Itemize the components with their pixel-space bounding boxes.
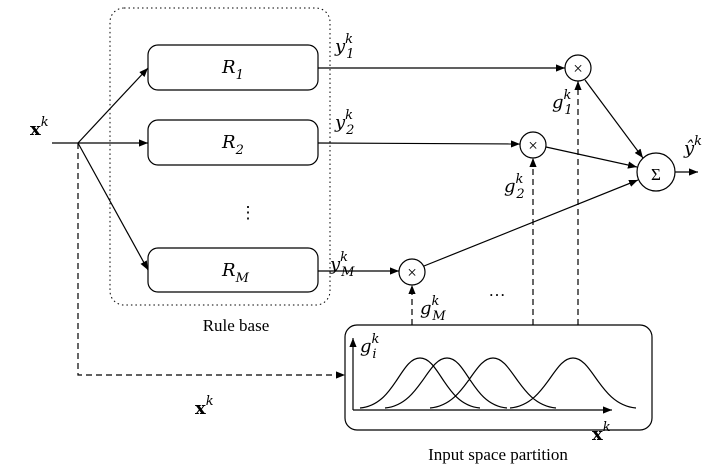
superscript: k [372, 332, 380, 347]
arrow [77, 67, 149, 144]
arrow [317, 140, 521, 148]
rule-label: RM [221, 260, 250, 286]
arrow [545, 146, 638, 169]
multiply-symbol: × [528, 136, 538, 155]
rule-output-label: yk 1 [334, 32, 354, 62]
symbol: g [504, 176, 516, 197]
partition-box [344, 324, 653, 431]
rule-base-label: Rule base [203, 316, 270, 335]
subscript: M [340, 265, 355, 280]
symbol: g [360, 336, 372, 357]
rule-label: R2 [221, 132, 244, 158]
multiply-symbol: × [407, 263, 417, 282]
symbol: R [221, 132, 236, 153]
rule-label: R1 [221, 57, 244, 83]
subscript: 2 [515, 187, 524, 202]
strength-label: gk 1 [552, 88, 573, 118]
symbol: x [30, 119, 41, 140]
multiply-symbol: × [573, 59, 583, 78]
axis-label: xk [592, 420, 611, 445]
arrow [423, 179, 639, 267]
arrow [584, 79, 644, 159]
rule-ellipsis: ⋮ [240, 203, 257, 222]
subscript: M [431, 309, 446, 324]
superscript: k [41, 115, 49, 130]
strength-label: gk 2 [504, 172, 525, 202]
rule-output-label: yk M [329, 250, 355, 280]
superscript: k [345, 32, 353, 47]
subscript: 2 [345, 123, 354, 138]
subscript: 1 [564, 103, 572, 118]
rule-base-frame [109, 7, 331, 306]
membership-functions [359, 357, 637, 409]
symbol: x [195, 398, 206, 419]
arrow [77, 142, 149, 271]
sum-symbol: Σ [651, 165, 661, 184]
superscript: k [603, 420, 611, 435]
axis-label: gk i [360, 332, 380, 362]
symbol: R [221, 260, 236, 281]
superscript: k [694, 134, 702, 149]
partition-label: Input space partition [428, 445, 568, 464]
subscript: M [235, 271, 250, 286]
symbol: x [592, 424, 603, 445]
symbol: ŷ [683, 138, 695, 159]
dashed-input [77, 143, 345, 379]
superscript: k [432, 294, 440, 309]
symbol: y [329, 254, 341, 275]
superscript: k [206, 394, 214, 409]
lower-input-label: xk [195, 394, 214, 419]
superscript: k [564, 88, 572, 103]
symbol: y [334, 36, 346, 57]
subscript: 2 [235, 143, 244, 158]
superscript: k [340, 250, 348, 265]
symbol: g [420, 298, 432, 319]
symbol: R [221, 57, 236, 78]
rule-output-label: yk 2 [334, 108, 354, 138]
symbol: y [334, 112, 346, 133]
symbol: g [552, 92, 564, 113]
strength-label: gk M [420, 294, 446, 324]
input-label: xk [30, 115, 49, 140]
superscript: k [516, 172, 524, 187]
subscript: i [372, 347, 376, 362]
output-label: ŷk [683, 134, 702, 159]
subscript: 1 [346, 47, 354, 62]
subscript: 1 [236, 68, 244, 83]
ellipsis: … [489, 281, 506, 300]
superscript: k [345, 108, 353, 123]
